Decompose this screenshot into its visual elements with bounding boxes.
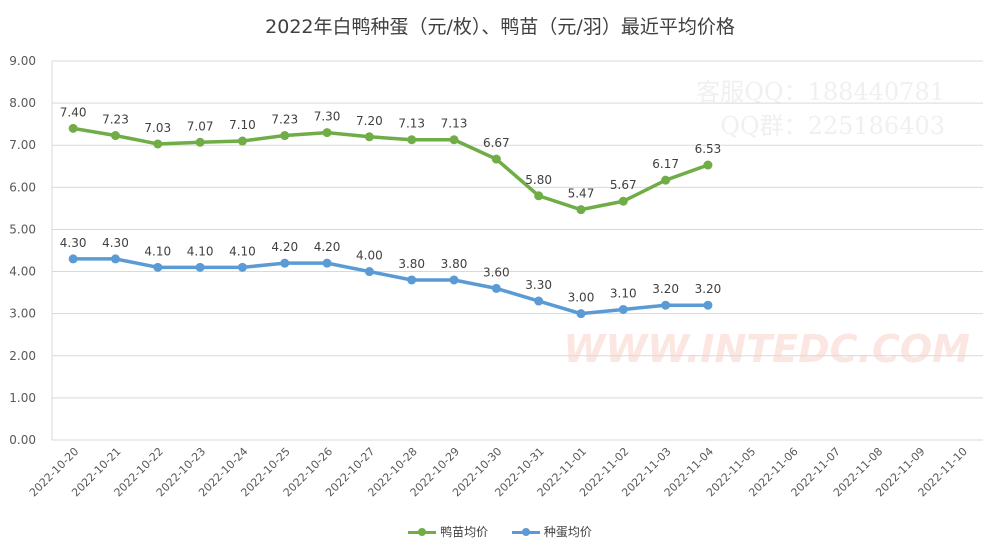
data-point <box>618 304 628 314</box>
y-tick-label: 6.00 <box>9 180 36 194</box>
data-point <box>407 135 417 145</box>
data-label: 3.80 <box>398 257 425 271</box>
data-point <box>68 254 78 264</box>
data-label: 7.13 <box>398 117 425 131</box>
data-point <box>661 300 671 310</box>
data-label: 3.20 <box>652 282 679 296</box>
data-point <box>280 258 290 268</box>
legend: 鸭苗均价 种蛋均价 <box>0 523 1000 540</box>
y-tick-label: 9.00 <box>9 54 36 68</box>
data-label: 7.20 <box>356 114 383 128</box>
data-point <box>703 160 713 170</box>
data-point <box>364 267 374 277</box>
data-label: 4.30 <box>60 236 87 250</box>
data-point <box>237 136 247 146</box>
data-point <box>195 137 205 147</box>
legend-item-egg[interactable]: 种蛋均价 <box>511 523 592 540</box>
data-point <box>322 128 332 138</box>
y-tick-label: 4.00 <box>9 265 36 279</box>
y-tick-label: 7.00 <box>9 138 36 152</box>
chart-title: 2022年白鸭种蛋（元/枚）、鸭苗（元/羽）最近平均价格 <box>265 16 735 38</box>
data-point <box>491 154 501 164</box>
data-label: 4.10 <box>187 244 214 258</box>
data-point <box>449 135 459 145</box>
watermark-qq: 客服QQ：188440781 <box>696 78 945 106</box>
data-point <box>322 258 332 268</box>
data-label: 3.10 <box>610 286 637 300</box>
y-tick-label: 8.00 <box>9 96 36 110</box>
data-label: 4.20 <box>314 240 341 254</box>
data-point <box>153 262 163 272</box>
data-point <box>576 205 586 215</box>
data-label: 3.20 <box>695 282 722 296</box>
legend-item-duckling[interactable]: 鸭苗均价 <box>408 523 488 540</box>
data-label: 5.47 <box>568 187 595 201</box>
y-tick-label: 1.00 <box>9 391 36 405</box>
data-label: 5.80 <box>525 173 552 187</box>
data-label: 7.03 <box>144 121 171 135</box>
y-tick-label: 0.00 <box>9 433 36 447</box>
watermark-site: WWW.INTEDC.COM <box>563 327 970 371</box>
series-line-0 <box>72 126 709 212</box>
data-point <box>237 262 247 272</box>
data-point <box>195 262 205 272</box>
y-tick-label: 2.00 <box>9 349 36 363</box>
data-label: 6.17 <box>652 157 679 171</box>
data-point <box>449 275 459 285</box>
data-point <box>364 132 374 142</box>
data-point <box>153 139 163 149</box>
data-label: 7.30 <box>314 110 341 124</box>
legend-swatch-egg <box>511 527 540 537</box>
data-label: 4.20 <box>271 240 298 254</box>
data-point <box>534 296 544 306</box>
series-line-1 <box>73 257 708 316</box>
data-label: 4.10 <box>229 244 256 258</box>
legend-swatch-duckling <box>408 527 437 537</box>
data-label: 7.23 <box>271 113 298 127</box>
data-label: 4.00 <box>356 249 383 263</box>
data-point <box>280 131 290 141</box>
data-label: 3.80 <box>441 257 468 271</box>
legend-label-duckling: 鸭苗均价 <box>440 525 489 539</box>
legend-label-egg: 种蛋均价 <box>543 525 592 539</box>
data-point <box>68 123 78 133</box>
data-label: 3.30 <box>525 278 552 292</box>
data-label: 6.53 <box>695 142 722 156</box>
data-label: 7.40 <box>60 105 87 119</box>
data-point <box>110 131 120 141</box>
data-point <box>110 254 120 264</box>
data-point <box>661 175 671 185</box>
data-label: 5.67 <box>610 178 637 192</box>
data-label: 3.00 <box>568 291 595 305</box>
data-point <box>703 300 713 310</box>
data-label: 4.10 <box>144 244 171 258</box>
y-tick-label: 3.00 <box>9 307 36 321</box>
data-point <box>491 283 501 293</box>
data-point <box>576 309 586 319</box>
data-label: 7.23 <box>102 113 129 127</box>
data-label: 4.30 <box>102 236 129 250</box>
data-label: 7.13 <box>441 117 468 131</box>
data-point <box>534 191 544 201</box>
data-label: 6.67 <box>483 136 510 150</box>
watermark-qq-group: QQ群：225186403 <box>720 112 945 140</box>
data-label: 7.10 <box>229 118 256 132</box>
y-tick-label: 5.00 <box>9 222 36 236</box>
data-point <box>618 196 628 206</box>
data-point <box>407 275 417 285</box>
data-label: 3.60 <box>483 265 510 279</box>
data-label: 7.07 <box>187 119 214 133</box>
